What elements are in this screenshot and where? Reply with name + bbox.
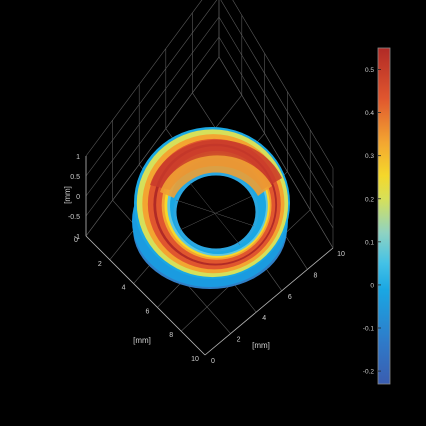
torus-surface: [132, 127, 290, 289]
wall-grid-line: [85, 0, 334, 189]
wall-grid-line: [85, 0, 334, 169]
z-tick-label: 0.5: [70, 174, 80, 181]
hole-grid: [175, 182, 255, 246]
torus-hole: [175, 174, 257, 250]
colorbar-tick-label: 0.2: [365, 196, 374, 203]
x-tick-label: 8: [169, 332, 173, 339]
x-tick-label: 0: [74, 237, 78, 244]
colorbar-tick-label: 0.1: [365, 239, 374, 246]
z-tick-label: -1: [74, 234, 80, 241]
floor-grid-line: [189, 182, 241, 246]
colorbar-tick-label: -0.2: [363, 369, 375, 376]
axis-line: [204, 247, 334, 356]
z-tick-label: 1: [76, 154, 80, 161]
y-tick-label: 2: [237, 337, 241, 344]
colorbar-tick-label: 0.5: [365, 67, 374, 74]
torus-inner-rim: [173, 172, 259, 252]
y-tick-label: 6: [288, 294, 292, 301]
x-tick-label: 10: [191, 356, 199, 363]
x-tick-label: 2: [98, 261, 102, 268]
floor-grid-line: [175, 199, 255, 227]
axis-line: [85, 235, 206, 356]
x-tick-label: 6: [145, 308, 149, 315]
colorbar-tick-label: -0.1: [363, 326, 375, 333]
colorbar-tick-label: 0.3: [365, 153, 374, 160]
y-tick-label: 10: [337, 251, 345, 258]
z-axis-label: [mm]: [63, 186, 72, 204]
floor-grid-line: [179, 195, 253, 231]
colorbar: 0.5 0.4 0.3 0.2 0.1 0 -0.1 -0.2: [363, 47, 391, 385]
colorbar-tick-label: 0: [370, 282, 374, 289]
colorbar-ticks: 0.5 0.4 0.3 0.2 0.1 0 -0.1 -0.2: [363, 67, 381, 376]
y-axis-label: [mm]: [252, 341, 270, 350]
y-tick-label: 8: [313, 272, 317, 279]
z-tick-label: -0.5: [68, 214, 80, 221]
y-tick-label: 4: [262, 315, 266, 322]
x-axis-label: [mm]: [133, 336, 151, 345]
y-tick-label: 0: [211, 358, 215, 365]
colorbar-bar: [377, 47, 391, 385]
z-tick-label: 0: [76, 194, 80, 201]
axis-labels: [mm] [mm] [mm] 0 2 4 6 8 10 0 2 4 6 8 10 1 0.5 0 -0.5 -1: [63, 154, 345, 365]
torus-warm-band: [160, 155, 272, 198]
x-tick-label: 4: [122, 285, 126, 292]
colorbar-tick-label: 0.4: [365, 110, 374, 117]
